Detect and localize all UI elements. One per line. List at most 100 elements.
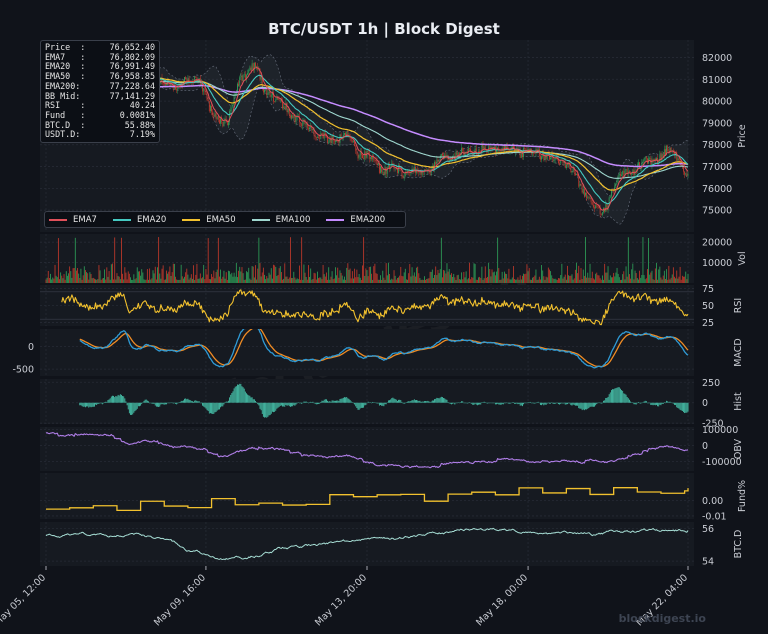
volume-bar <box>241 267 243 283</box>
candle-body <box>525 149 527 150</box>
volume-bar <box>615 272 617 283</box>
candle-body <box>196 77 198 81</box>
volume-bar <box>130 277 131 283</box>
candle-body <box>544 154 546 160</box>
hist-bar <box>463 402 465 404</box>
volume-bar <box>386 275 388 283</box>
volume-bar <box>51 279 53 283</box>
volume-bar <box>376 273 378 283</box>
volume-bar <box>47 270 49 283</box>
hist-bar <box>265 402 267 418</box>
volume-bar <box>377 279 379 283</box>
volume-bar <box>96 279 98 283</box>
candle-body <box>177 86 179 91</box>
hist-bar <box>163 402 165 405</box>
volume-bar <box>213 270 215 283</box>
hist-bar <box>552 402 554 404</box>
hist-bar <box>501 402 503 405</box>
volume-bar <box>438 273 440 283</box>
volume-bar <box>127 271 129 283</box>
hist-bar <box>103 402 104 404</box>
candle-body <box>508 149 510 152</box>
hist-bar <box>395 399 397 403</box>
hist-bar <box>118 395 120 403</box>
volume-bar <box>635 273 637 283</box>
hist-bar <box>137 402 139 407</box>
volume-bar <box>518 279 520 283</box>
volume-bar <box>160 278 162 283</box>
candle-body <box>339 134 341 143</box>
volume-bar <box>502 278 504 283</box>
candle-body <box>206 94 208 101</box>
candle-body <box>347 131 349 138</box>
hist-bar <box>519 402 521 406</box>
info-value: 77,228.64 <box>109 80 155 91</box>
volume-bar <box>84 270 86 283</box>
candle-body <box>457 152 459 155</box>
hist-bar <box>648 402 650 404</box>
hist-bar <box>636 402 638 404</box>
hist-bar <box>296 402 298 404</box>
hist-bar <box>488 402 490 404</box>
volume-bar <box>248 267 250 283</box>
candle-body <box>636 164 638 172</box>
volume-bar <box>384 279 386 283</box>
volume-bar <box>230 274 232 283</box>
candle-body <box>323 133 325 139</box>
hist-bar <box>273 402 274 413</box>
hist-bar <box>150 402 152 404</box>
volume-bar <box>193 265 194 283</box>
hist-bar <box>324 399 326 403</box>
hist-bar <box>107 400 109 403</box>
hist-bar <box>639 402 640 404</box>
candle-body <box>221 118 223 123</box>
volume-bar <box>203 264 205 283</box>
hist-bar <box>614 388 616 403</box>
volume-bar <box>214 278 216 283</box>
candle-body <box>288 108 290 116</box>
volume-bar <box>284 263 286 283</box>
hist-bar <box>115 395 117 403</box>
hist-bar <box>350 401 352 403</box>
candle-body <box>368 151 370 160</box>
x-tick-label: May 05, 12:00 <box>0 572 48 628</box>
hist-bar <box>605 398 607 403</box>
hist-bar <box>372 401 374 403</box>
y-tick-label: 81000 <box>702 75 732 86</box>
y-tick-label: 20000 <box>702 238 732 249</box>
volume-bar <box>255 265 256 283</box>
candle-body <box>268 91 270 94</box>
candle-body <box>329 138 331 142</box>
volume-bar <box>660 277 662 283</box>
candle-body <box>284 106 286 110</box>
hist-bar <box>130 402 131 415</box>
hist-bar <box>309 402 310 404</box>
volume-bar <box>627 237 629 283</box>
legend-item: EMA200 <box>326 215 385 225</box>
candle-body <box>362 154 363 159</box>
candle-body <box>402 175 404 178</box>
info-row: RSI :40.24 <box>45 101 155 111</box>
hist-bar <box>564 402 566 405</box>
volume-bar <box>381 279 383 283</box>
candle-body <box>589 197 591 199</box>
candle-body <box>686 173 688 176</box>
volume-bar <box>226 279 228 283</box>
volume-bar <box>64 279 66 283</box>
candle-body <box>279 99 281 101</box>
volume-bar <box>282 279 283 283</box>
hist-bar <box>357 402 359 410</box>
hist-bar <box>345 397 347 403</box>
volume-bar <box>538 276 540 283</box>
hist-bar <box>221 402 223 407</box>
volume-bar <box>391 278 393 283</box>
candle-body <box>210 106 211 112</box>
candle-body <box>560 160 562 164</box>
hist-bar <box>214 402 216 413</box>
rsi-series <box>61 289 689 326</box>
hist-bar <box>551 402 553 403</box>
candle-body <box>617 175 619 180</box>
candle-body <box>639 162 640 169</box>
candle-body <box>613 190 615 192</box>
volume-bar <box>329 279 331 283</box>
